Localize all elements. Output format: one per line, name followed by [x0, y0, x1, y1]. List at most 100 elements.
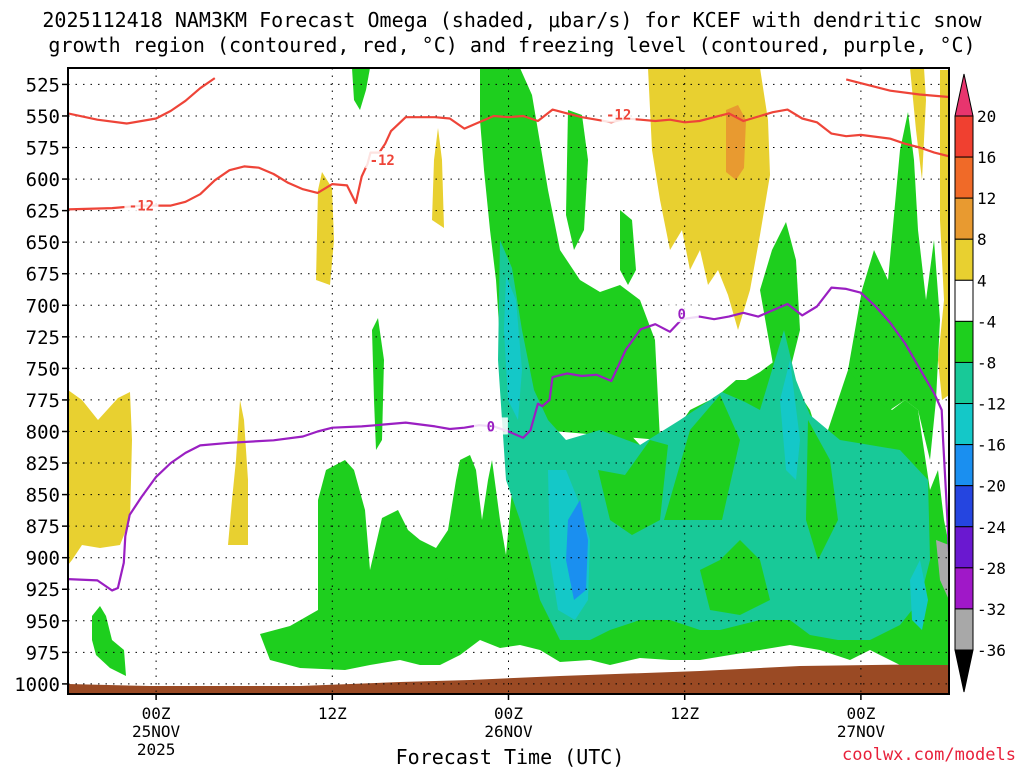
dgz-contour-label: -12: [606, 108, 631, 124]
dgz-contour-line: [68, 77, 216, 125]
chart-title-line-2: growth region (contoured, red, °C) and f…: [48, 33, 975, 57]
omega-shading: [68, 68, 949, 694]
y-tick-label: 675: [26, 264, 60, 286]
omega-area-negative-7: [352, 68, 370, 110]
colorbar-swatch: [954, 320, 974, 363]
omega-area-positive-5: [648, 68, 770, 330]
y-tick-label: 725: [26, 327, 60, 349]
y-tick-label: 625: [26, 201, 60, 223]
y-tick-label: 850: [26, 485, 60, 507]
y-tick-label: 900: [26, 548, 60, 570]
omega-area-negative-5: [760, 222, 800, 370]
y-tick-label: 875: [26, 516, 60, 538]
colorbar-label: -36: [977, 641, 1006, 660]
colorbar-label: -32: [977, 600, 1006, 619]
colorbar-label: 4: [977, 271, 987, 290]
omega-area-negative-13: [806, 420, 838, 560]
x-tick-label: 12Z: [670, 704, 699, 723]
omega-area-negative-6: [848, 112, 940, 460]
contour-label-bg: [664, 305, 699, 323]
omega-area-negative-9: [92, 606, 126, 676]
contour-label-bg: [124, 196, 159, 214]
freezing-level-contour-line: [68, 286, 949, 592]
y-tick-label: 525: [26, 74, 60, 96]
x-tick-label: 00Z: [846, 704, 875, 723]
y-tick-label: 950: [26, 611, 60, 633]
contour-label-bg: [473, 417, 508, 435]
omega-area-positive-2: [228, 400, 248, 545]
contour-label-bg: [601, 105, 636, 123]
omega-area-positive-3: [316, 172, 334, 285]
omega-area-negative-21: [936, 540, 949, 600]
dgz-contour-label: -12: [129, 199, 154, 215]
y-tick-label: 575: [26, 138, 60, 160]
omega-area-positive-7: [910, 68, 926, 180]
omega-area-positive-1: [68, 390, 132, 565]
x-tick-label: 26NOV: [484, 722, 533, 741]
colorbar-label: 16: [977, 148, 996, 167]
dgz-contour-line: [68, 108, 949, 211]
freezing-contour-label: 0: [487, 419, 495, 435]
colorbar-label: -16: [977, 436, 1006, 455]
colorbar-swatch: [954, 608, 974, 651]
colorbar-label: -28: [977, 559, 1006, 578]
y-tick-label: 650: [26, 232, 60, 254]
x-tick-label: 27NOV: [837, 722, 886, 741]
y-tick-label: 975: [26, 642, 60, 664]
dgz-contour-label: -12: [370, 153, 395, 169]
colorbar-top-triangle: [954, 73, 974, 117]
omega-area-positive-8: [938, 70, 949, 400]
colorbar-swatch: [954, 361, 974, 405]
colorbar-label: -4: [977, 312, 996, 331]
y-tick-label: 550: [26, 106, 60, 128]
y-tick-label: 700: [26, 295, 60, 317]
colorbar-swatch: [954, 485, 974, 528]
x-tick-label: 12Z: [318, 704, 347, 723]
omega-area-negative-8: [372, 318, 384, 450]
x-tick-label: 2025: [137, 740, 176, 759]
omega-area-negative-14: [700, 540, 770, 615]
colorbar-swatch: [954, 115, 974, 158]
colorbar-label: -8: [977, 353, 996, 372]
x-tick-label: 25NOV: [132, 722, 181, 741]
terrain-ground: [68, 664, 949, 694]
colorbar-label: 8: [977, 230, 987, 249]
colorbar-label: -20: [977, 477, 1006, 496]
contours: -12 -12 -12 0 0: [68, 77, 949, 592]
omega-area-negative-4: [620, 210, 636, 285]
y-axis: 525 550 575 600 625 650 675 700 725 750 775 800 825 8…: [14, 74, 68, 696]
omega-area-positive-4: [432, 128, 444, 228]
colorbar-swatch: [954, 197, 974, 240]
colorbar-label: -12: [977, 395, 1006, 414]
colorbar: 20 16 12 8 4 -4 -8 -12 -16 -20 -24 -28 -32 -36: [954, 73, 1006, 693]
x-axis-label: Forecast Time (UTC): [396, 745, 625, 768]
x-tick-label: 00Z: [494, 704, 523, 723]
y-tick-label: 775: [26, 390, 60, 412]
y-tick-label: 1000: [14, 674, 60, 696]
omega-area-negative-11: [598, 440, 668, 535]
omega-area-negative-20: [910, 560, 928, 630]
omega-area-negative-19: [780, 360, 800, 480]
omega-area-positive-6: [726, 105, 746, 180]
colorbar-swatch: [954, 444, 974, 487]
y-tick-label: 825: [26, 453, 60, 475]
x-tick-label: 00Z: [142, 704, 171, 723]
colorbar-bottom-triangle: [954, 649, 974, 693]
colorbar-swatch: [954, 279, 974, 322]
omega-area-negative-12: [664, 395, 740, 520]
contour-label-bg: [365, 151, 400, 169]
colorbar-swatch: [954, 238, 974, 281]
colorbar-swatch: [954, 526, 974, 569]
colorbar-label: 20: [977, 107, 996, 126]
colorbar-label: 12: [977, 189, 996, 208]
y-tick-label: 800: [26, 421, 60, 443]
omega-area-negative-3: [566, 110, 588, 250]
colorbar-swatch: [954, 156, 974, 199]
colorbar-swatch: [954, 403, 974, 446]
credit-text: coolwx.com/models: [842, 745, 1016, 765]
omega-area-negative-18: [566, 500, 588, 600]
y-tick-label: 600: [26, 169, 60, 191]
